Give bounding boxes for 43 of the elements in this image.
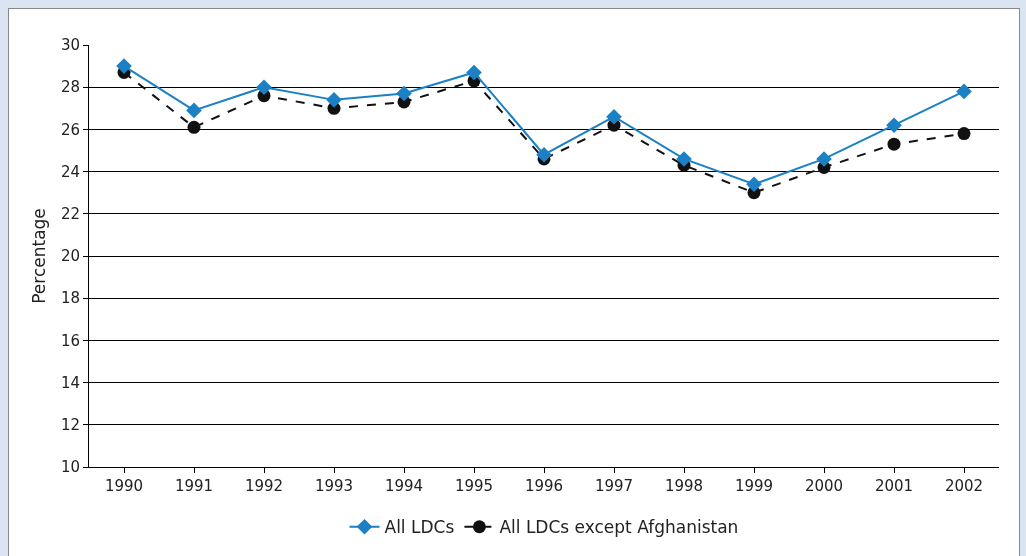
x-tick-label: 1991: [174, 477, 214, 495]
x-tick-label: 2000: [804, 477, 844, 495]
point: [956, 83, 972, 100]
y-tick-label: 30: [60, 36, 80, 55]
point: [746, 176, 762, 193]
point: [957, 127, 971, 141]
x-tick-label: 2002: [944, 477, 984, 495]
y-tick-label: 20: [60, 247, 80, 266]
y-tick-label: 12: [60, 416, 80, 435]
x-tick-label: 1997: [594, 477, 634, 495]
point: [886, 117, 902, 133]
y-tick-label: 16: [60, 331, 80, 350]
point: [396, 85, 412, 102]
x-tick-label: 1992: [244, 477, 284, 495]
point: [466, 64, 482, 81]
point: [887, 137, 901, 151]
point: [816, 151, 832, 167]
point: [256, 79, 272, 95]
legend-label: All LDCs except Afghanistan: [499, 517, 739, 538]
x-tick-label: 1999: [734, 477, 774, 495]
x-tick-label: 1996: [524, 477, 564, 495]
x-tick-label: 2001: [874, 477, 914, 495]
legend-label: All LDCs: [384, 517, 455, 538]
point: [116, 58, 132, 74]
x-tick-label: 1998: [664, 477, 704, 495]
x-tick-label: 1995: [454, 477, 494, 495]
point: [326, 92, 342, 108]
y-tick-label: 18: [60, 289, 80, 308]
y-tick-label: 24: [60, 162, 80, 181]
point: [606, 108, 622, 125]
x-tick-label: 1993: [314, 477, 354, 495]
x-tick-label: 1990: [104, 477, 144, 495]
point: [186, 102, 202, 119]
y-tick-label: 28: [60, 78, 80, 97]
y-axis-title: Percentage: [29, 208, 49, 304]
point: [676, 151, 692, 167]
x-tick-label: 1994: [384, 477, 424, 495]
point: [187, 120, 201, 134]
y-tick-label: 26: [60, 120, 80, 139]
y-tick-label: 10: [60, 458, 80, 477]
point: [536, 146, 552, 163]
y-tick-label: 22: [60, 205, 80, 224]
y-tick-label: 14: [60, 373, 80, 392]
